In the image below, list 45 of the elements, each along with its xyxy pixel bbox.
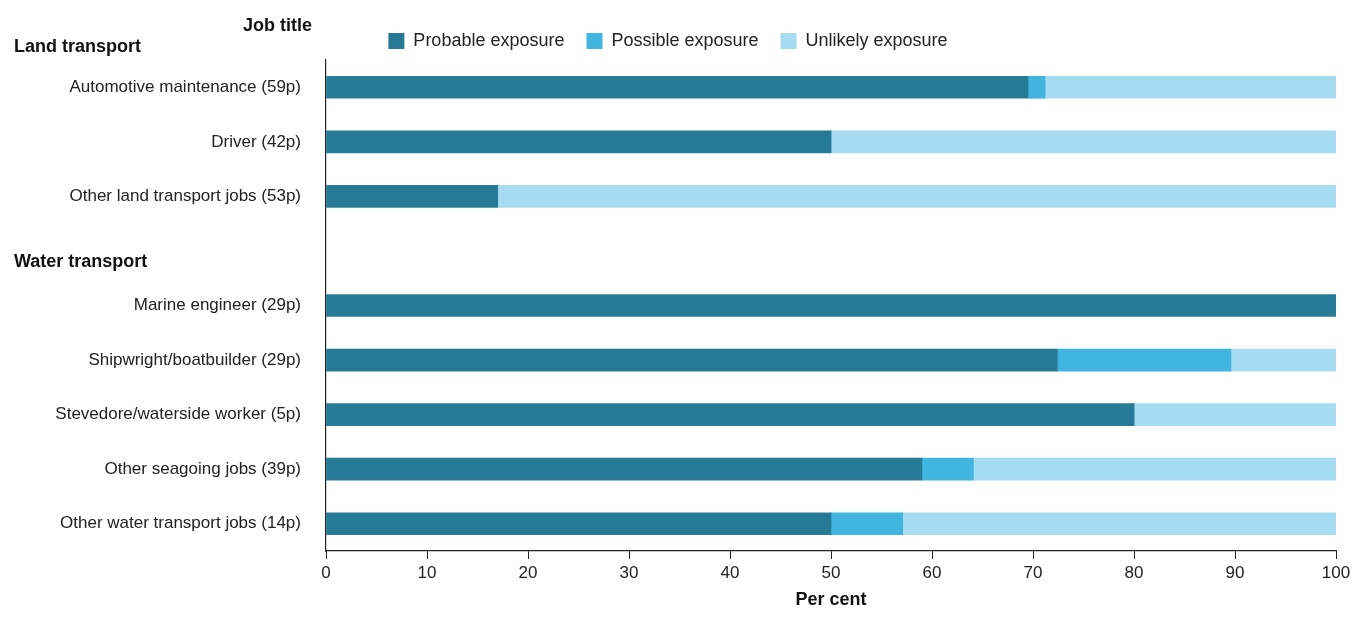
bar [326,185,499,208]
bar [1056,348,1232,372]
y-tick-label: Other seagoing jobs (39p) [104,458,301,478]
bar [830,130,1336,154]
y-tick-label: Stevedore/waterside worker (5p) [55,404,301,424]
x-tick-label: 0 [321,562,331,582]
bar [326,403,1135,426]
bar [830,512,904,536]
bar [973,457,1336,481]
legend-label: Unlikely exposure [805,29,948,50]
bar [902,512,1336,536]
bar [1044,75,1336,99]
bar [326,294,1336,317]
x-tick-label: 20 [518,562,538,582]
x-tick-label: 10 [417,562,437,582]
y-tick-label: Other land transport jobs (53p) [69,186,301,206]
x-tick-label: 30 [619,562,639,582]
y-tick-label: Automotive maintenance (59p) [69,76,301,96]
y-tick-label: Other water transport jobs (14p) [60,513,301,533]
bar [497,185,1336,208]
legend-label: Possible exposure [611,29,759,50]
bar [1230,348,1336,372]
y-tick-label: Marine engineer (29p) [133,295,301,315]
bar [921,457,974,481]
x-tick-label: 60 [922,562,942,582]
y-axis-title: Job title [242,14,312,35]
bar [1027,75,1046,99]
text: Land transport [14,36,142,57]
x-tick-label: 40 [720,562,740,582]
x-tick-label: 80 [1124,562,1144,582]
y-tick-label: Shipwright/boatbuilder (29p) [88,349,301,369]
bar [326,348,1058,372]
x-tick-label: 100 [1321,562,1351,582]
bar [1133,403,1336,426]
bar [326,130,832,154]
bar [326,512,832,536]
bar [326,75,1029,99]
y-tick-label: Driver (42p) [211,131,301,151]
text: Water transport [14,250,148,271]
x-tick-label: 90 [1225,562,1245,582]
x-axis-title: Per cent [795,589,867,610]
x-tick-label: 70 [1023,562,1043,582]
x-tick-label: 50 [821,562,841,582]
bar [326,457,923,481]
legend-label: Probable exposure [413,29,565,50]
